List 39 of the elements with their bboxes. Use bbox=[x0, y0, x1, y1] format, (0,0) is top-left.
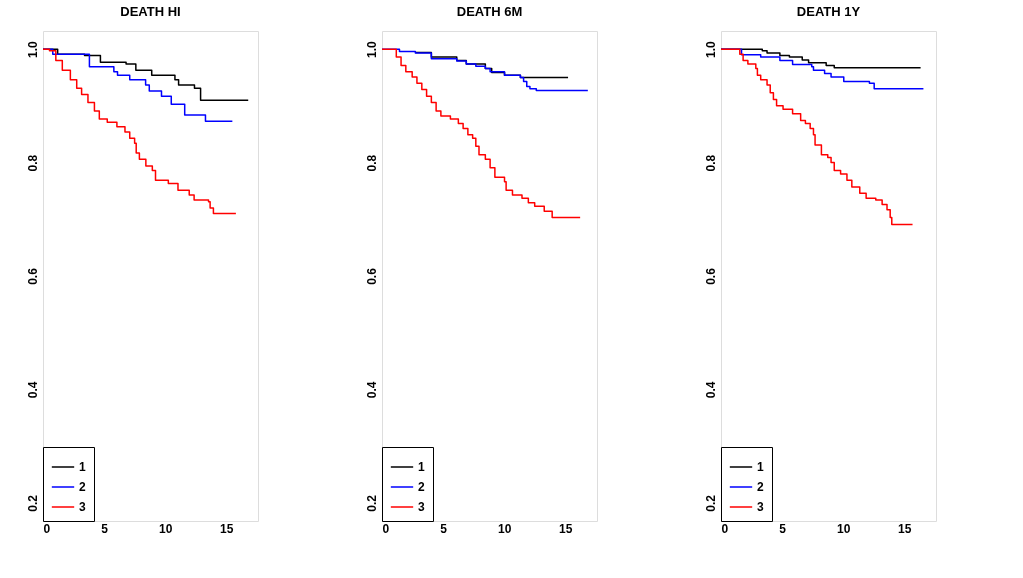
x-tick-label: 5 bbox=[779, 521, 787, 536]
x-tick-label: 10 bbox=[836, 521, 851, 536]
y-tick-label: 1.0 bbox=[25, 40, 40, 58]
legend-label: 1 bbox=[79, 460, 86, 474]
y-tick-label: 0.8 bbox=[25, 154, 40, 172]
y-tick-label: 0.4 bbox=[25, 381, 40, 399]
legend-label: 3 bbox=[757, 500, 764, 514]
chart-title: DEATH HI bbox=[120, 4, 181, 19]
legend-label: 1 bbox=[757, 460, 764, 474]
legend-label: 2 bbox=[79, 480, 86, 494]
chart-title: DEATH 6M bbox=[456, 4, 523, 19]
x-tick-label: 15 bbox=[559, 521, 573, 536]
y-tick-label: 0.6 bbox=[703, 267, 718, 285]
chart-title: DEATH 1Y bbox=[796, 4, 861, 19]
legend-label: 3 bbox=[79, 500, 86, 514]
x-tick-label: 0 bbox=[382, 521, 390, 536]
x-tick-label: 10 bbox=[158, 521, 173, 536]
y-tick-label: 0.2 bbox=[703, 494, 718, 512]
y-tick-label: 0.6 bbox=[25, 267, 40, 285]
y-tick-label: 0.8 bbox=[703, 154, 718, 172]
x-tick-label: 15 bbox=[220, 521, 234, 536]
y-tick-label: 0.6 bbox=[364, 267, 379, 285]
y-tick-label: 0.4 bbox=[703, 381, 718, 399]
y-tick-label: 0.2 bbox=[364, 494, 379, 512]
x-tick-label: 15 bbox=[898, 521, 912, 536]
legend-label: 3 bbox=[418, 500, 425, 514]
x-tick-label: 0 bbox=[721, 521, 729, 536]
y-tick-label: 0.8 bbox=[364, 154, 379, 172]
y-tick-label: 1.0 bbox=[364, 40, 379, 58]
y-tick-label: 0.2 bbox=[25, 494, 40, 512]
y-tick-label: 0.4 bbox=[364, 381, 379, 399]
legend-label: 2 bbox=[418, 480, 425, 494]
legend-label: 1 bbox=[418, 460, 425, 474]
x-tick-label: 10 bbox=[497, 521, 512, 536]
x-tick-label: 5 bbox=[440, 521, 448, 536]
legend-label: 2 bbox=[757, 480, 764, 494]
y-tick-label: 1.0 bbox=[703, 40, 718, 58]
x-tick-label: 5 bbox=[101, 521, 109, 536]
x-tick-label: 0 bbox=[43, 521, 51, 536]
